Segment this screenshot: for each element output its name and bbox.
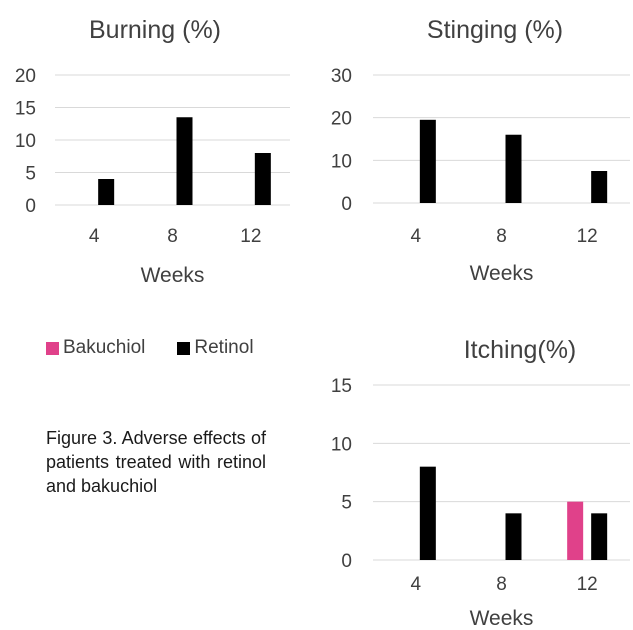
burning-x-axis-label: Weeks [141, 264, 205, 287]
figure-caption: Figure 3. Adverse effects of patients tr… [46, 428, 266, 496]
itching-x-tick-label: 8 [496, 574, 507, 595]
legend-label-bakuchiol: Bakuchiol [63, 337, 146, 358]
itching-x-axis-label: Weeks [470, 607, 534, 630]
itching-y-tick-label: 5 [341, 493, 352, 514]
burning-y-tick-label: 15 [15, 99, 36, 120]
stinging-chart: Stinging (%) 0 10 20 30 4 8 12 Weeks [331, 16, 630, 285]
chart-legend: Bakuchiol Retinol [46, 337, 286, 359]
burning-y-tick-label: 5 [25, 164, 36, 185]
burning-chart-title: Burning (%) [89, 16, 221, 44]
itching-bar-retinol-week-4 [419, 466, 436, 560]
legend-swatch-retinol [177, 341, 191, 355]
stinging-bar-retinol-week-12 [591, 171, 608, 203]
burning-bar-retinol-week-4 [98, 179, 115, 205]
stinging-x-tick-label: 4 [411, 226, 422, 247]
burning-x-tick-label: 4 [89, 226, 100, 247]
itching-y-tick-label: 15 [331, 376, 352, 397]
stinging-bar-retinol-week-8 [505, 134, 522, 203]
itching-y-tick-label: 0 [341, 551, 352, 572]
itching-y-tick-label: 10 [331, 434, 352, 455]
stinging-bar-retinol-week-4 [419, 119, 436, 203]
burning-chart: Burning (%) 0 5 10 15 20 4 8 12 Weeks [15, 16, 290, 287]
burning-bar-retinol-week-12 [254, 153, 271, 205]
stinging-y-tick-label: 20 [331, 109, 352, 130]
burning-y-tick-label: 0 [25, 196, 36, 217]
legend-swatch-bakuchiol [46, 341, 59, 355]
legend-label-retinol: Retinol [194, 337, 254, 358]
itching-x-tick-label: 4 [411, 574, 422, 595]
stinging-chart-title: Stinging (%) [427, 16, 563, 44]
stinging-x-axis-label: Weeks [470, 262, 534, 285]
stinging-x-tick-label: 12 [577, 226, 598, 247]
stinging-y-tick-label: 30 [331, 66, 352, 87]
itching-chart-title: Itching(%) [464, 336, 577, 364]
itching-bar-retinol-week-12 [591, 513, 608, 560]
legend-item-bakuchiol: Bakuchiol [46, 337, 145, 359]
burning-y-tick-label: 10 [15, 131, 36, 152]
burning-bar-retinol-week-8 [176, 117, 193, 205]
burning-x-tick-label: 8 [167, 226, 178, 247]
legend-item-retinol: Retinol [177, 337, 254, 359]
itching-bar-retinol-week-8 [505, 513, 522, 560]
itching-chart: Itching(%) 0 5 10 15 4 8 12 Weeks [331, 336, 630, 630]
stinging-y-tick-label: 10 [331, 151, 352, 172]
stinging-y-tick-label: 0 [341, 194, 352, 215]
itching-x-tick-label: 12 [577, 574, 598, 595]
burning-x-tick-label: 12 [240, 226, 261, 247]
itching-bar-bakuchiol-week-12 [567, 501, 584, 560]
burning-y-tick-label: 20 [15, 66, 36, 87]
stinging-x-tick-label: 8 [496, 226, 507, 247]
